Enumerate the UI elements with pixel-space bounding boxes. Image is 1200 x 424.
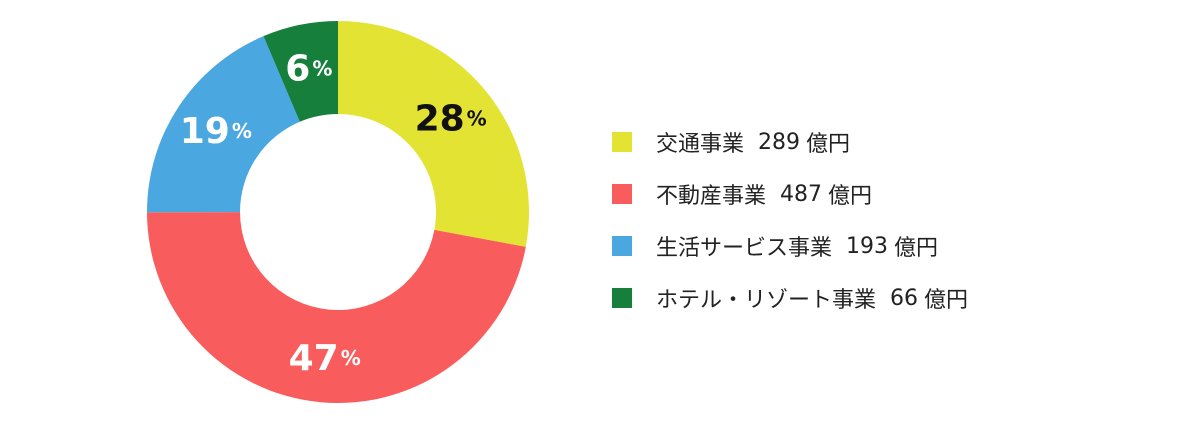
legend-item-life-services: 生活サービス事業 193 億円 [612, 220, 968, 272]
legend-label-real-estate: 不動産事業 [656, 184, 767, 209]
legend-swatch-transport [612, 132, 632, 152]
legend-label-transport: 交通事業 [656, 132, 745, 157]
legend-value-real-estate: 487 [780, 181, 823, 207]
legend-value-transport: 289 [758, 129, 801, 155]
slice-hotel-resort [263, 21, 338, 122]
percent-label-transport: 28% [415, 98, 487, 139]
legend-value-hotel-resort: 66 [890, 285, 919, 311]
legend-label-hotel-resort: ホテル・リゾート事業 [656, 288, 877, 313]
legend: 交通事業 289 億円 不動産事業 487 億円 生活サービス事業 193 億円… [612, 116, 968, 324]
percent-label-hotel-resort: 6% [285, 48, 332, 89]
legend-label-life-services: 生活サービス事業 [656, 236, 833, 261]
slice-real-estate [147, 212, 526, 403]
legend-unit-hotel-resort: 億円 [924, 288, 969, 313]
percent-label-real-estate: 47% [289, 337, 361, 378]
legend-item-real-estate: 不動産事業 487 億円 [612, 168, 968, 220]
legend-swatch-life-services [612, 236, 632, 256]
legend-unit-transport: 億円 [806, 132, 851, 157]
legend-swatch-real-estate [612, 184, 632, 204]
slice-transport [338, 21, 529, 247]
slice-life-services [147, 36, 300, 213]
legend-unit-real-estate: 億円 [828, 184, 873, 209]
percent-label-life-services: 19% [180, 111, 252, 152]
donut-chart: 28 % 47 % 19 % 6% [147, 21, 529, 403]
legend-unit-life-services: 億円 [894, 236, 939, 261]
legend-item-transport: 交通事業 289 億円 [612, 116, 968, 168]
legend-item-hotel-resort: ホテル・リゾート事業 66 億円 [612, 272, 968, 324]
legend-value-life-services: 193 [846, 233, 889, 259]
legend-swatch-hotel-resort [612, 288, 632, 308]
